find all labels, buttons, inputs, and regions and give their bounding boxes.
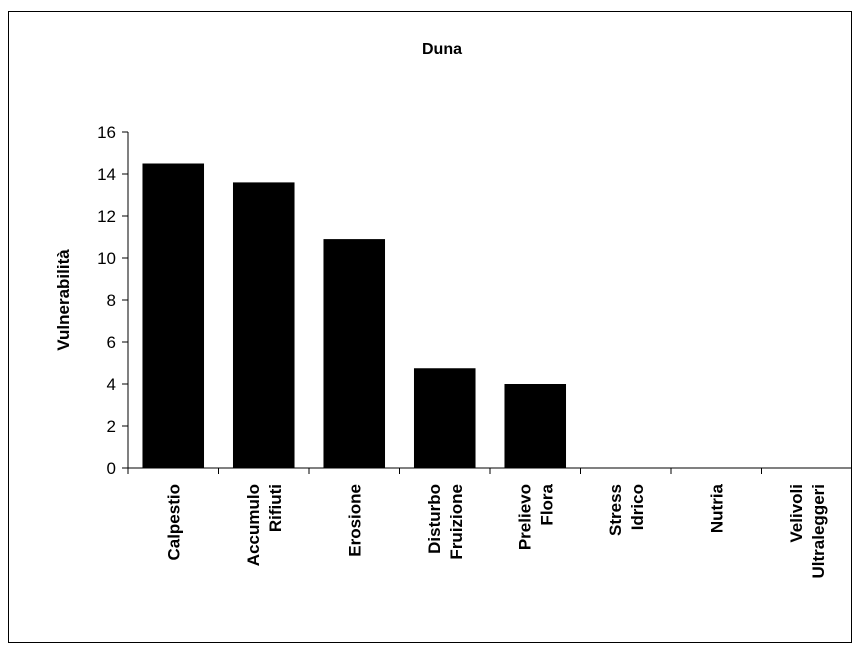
y-tick-label: 12 <box>97 207 116 226</box>
chart-frame: Duna Vulnerabilità 0 2 4 6 8 10 12 14 16 Calpesti… <box>8 11 853 643</box>
x-tick-label: Nutria <box>707 483 726 533</box>
y-tick-label: 2 <box>107 417 116 436</box>
y-tick-label: 6 <box>107 333 116 352</box>
x-tick-label: Prelievo Flora <box>515 483 556 550</box>
bar <box>232 182 295 468</box>
y-tick-label: 14 <box>97 165 116 184</box>
chart-title: Duna <box>422 41 462 58</box>
plot-area: 0 2 4 6 8 10 12 14 16 Calpestio Accumulo Rifiuti Ero… <box>97 123 853 578</box>
y-tick-label: 0 <box>107 459 116 478</box>
x-tick-label: Stress Idrico <box>606 484 647 536</box>
bar-chart: Duna Vulnerabilità 0 2 4 6 8 10 12 14 16 Calpesti… <box>54 41 853 578</box>
x-tick-label: Disturbo Fruizione <box>425 484 466 560</box>
x-tick-label: Velivoli Ultraleggeri <box>787 484 828 578</box>
y-tick-label: 8 <box>107 291 116 310</box>
bar <box>323 239 386 468</box>
y-axis-label: Vulnerabilità <box>54 249 73 351</box>
y-tick-label: 10 <box>97 249 116 268</box>
bar <box>142 163 205 468</box>
x-tick-label: Accumulo Rifiuti <box>244 484 285 566</box>
x-tick-label: Calpestio <box>164 484 183 561</box>
x-tick-label: Erosione <box>345 484 364 557</box>
y-tick-label: 4 <box>107 375 116 394</box>
bar <box>504 384 567 468</box>
y-tick-label: 16 <box>97 123 116 142</box>
bar <box>413 368 476 468</box>
